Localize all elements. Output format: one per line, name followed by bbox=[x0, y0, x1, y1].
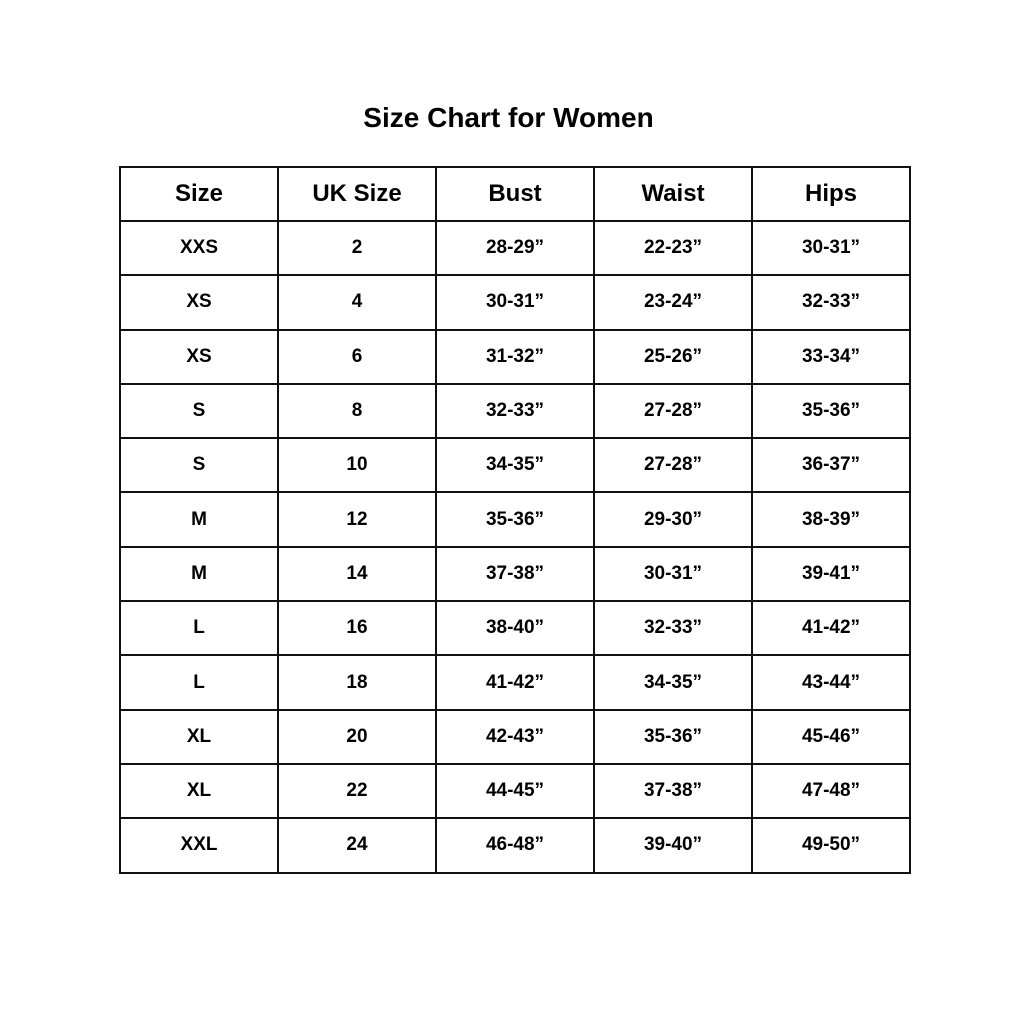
cell-waist: 30-31” bbox=[593, 545, 753, 603]
cell-uk-size: 16 bbox=[277, 600, 437, 657]
cell-uk-size: 22 bbox=[277, 762, 437, 820]
cell-uk-size: 14 bbox=[277, 545, 437, 603]
table-row: M 14 37-38” 30-31” 39-41” bbox=[119, 545, 911, 603]
cell-waist: 37-38” bbox=[593, 762, 753, 820]
cell-hips: 38-39” bbox=[751, 491, 911, 548]
cell-waist: 27-28” bbox=[593, 382, 753, 440]
cell-size: S bbox=[119, 382, 279, 440]
cell-size: XXL bbox=[119, 817, 279, 874]
cell-waist: 32-33” bbox=[593, 600, 753, 657]
column-header-uk-size: UK Size bbox=[277, 166, 437, 222]
table-row: XL 22 44-45” 37-38” 47-48” bbox=[119, 762, 911, 820]
cell-uk-size: 6 bbox=[277, 328, 437, 385]
cell-waist: 25-26” bbox=[593, 328, 753, 385]
cell-hips: 30-31” bbox=[751, 219, 911, 277]
cell-size: XS bbox=[119, 328, 279, 385]
cell-waist: 23-24” bbox=[593, 274, 753, 331]
cell-hips: 39-41” bbox=[751, 545, 911, 603]
cell-size: S bbox=[119, 437, 279, 494]
cell-hips: 45-46” bbox=[751, 708, 911, 765]
cell-size: XS bbox=[119, 274, 279, 331]
cell-bust: 46-48” bbox=[435, 817, 595, 874]
cell-bust: 42-43” bbox=[435, 708, 595, 765]
cell-bust: 37-38” bbox=[435, 545, 595, 603]
cell-waist: 34-35” bbox=[593, 654, 753, 711]
cell-bust: 30-31” bbox=[435, 274, 595, 331]
cell-uk-size: 20 bbox=[277, 708, 437, 765]
column-header-waist: Waist bbox=[593, 166, 753, 222]
cell-hips: 32-33” bbox=[751, 274, 911, 331]
column-header-size: Size bbox=[119, 166, 279, 222]
cell-waist: 29-30” bbox=[593, 491, 753, 548]
cell-bust: 28-29” bbox=[435, 219, 595, 277]
cell-uk-size: 12 bbox=[277, 491, 437, 548]
cell-hips: 41-42” bbox=[751, 600, 911, 657]
cell-waist: 35-36” bbox=[593, 708, 753, 765]
column-header-hips: Hips bbox=[751, 166, 911, 222]
cell-bust: 44-45” bbox=[435, 762, 595, 820]
cell-size: XL bbox=[119, 708, 279, 765]
header-row: Size UK Size Bust Waist Hips bbox=[119, 166, 911, 222]
size-chart-table: Size UK Size Bust Waist Hips XXS 2 28-29” 22-23… bbox=[119, 166, 911, 874]
table-row: XS 6 31-32” 25-26” 33-34” bbox=[119, 328, 911, 385]
cell-hips: 43-44” bbox=[751, 654, 911, 711]
cell-hips: 47-48” bbox=[751, 762, 911, 820]
cell-bust: 32-33” bbox=[435, 382, 595, 440]
table-row: S 10 34-35” 27-28” 36-37” bbox=[119, 437, 911, 494]
page-title: Size Chart for Women bbox=[363, 102, 654, 133]
cell-uk-size: 10 bbox=[277, 437, 437, 494]
cell-bust: 34-35” bbox=[435, 437, 595, 494]
cell-uk-size: 24 bbox=[277, 817, 437, 874]
table-row: L 16 38-40” 32-33” 41-42” bbox=[119, 600, 911, 657]
cell-size: XL bbox=[119, 762, 279, 820]
table-row: L 18 41-42” 34-35” 43-44” bbox=[119, 654, 911, 711]
cell-size: XXS bbox=[119, 219, 279, 277]
column-header-bust: Bust bbox=[435, 166, 595, 222]
cell-uk-size: 4 bbox=[277, 274, 437, 331]
cell-size: M bbox=[119, 491, 279, 548]
cell-hips: 33-34” bbox=[751, 328, 911, 385]
cell-uk-size: 18 bbox=[277, 654, 437, 711]
table-row: XXS 2 28-29” 22-23” 30-31” bbox=[119, 219, 911, 277]
table-row: XS 4 30-31” 23-24” 32-33” bbox=[119, 274, 911, 331]
cell-waist: 22-23” bbox=[593, 219, 753, 277]
cell-bust: 31-32” bbox=[435, 328, 595, 385]
table-row: M 12 35-36” 29-30” 38-39” bbox=[119, 491, 911, 548]
cell-bust: 41-42” bbox=[435, 654, 595, 711]
cell-size: L bbox=[119, 600, 279, 657]
cell-waist: 39-40” bbox=[593, 817, 753, 874]
table-row: S 8 32-33” 27-28” 35-36” bbox=[119, 382, 911, 440]
table-row: XXL 24 46-48” 39-40” 49-50” bbox=[119, 817, 911, 874]
cell-size: L bbox=[119, 654, 279, 711]
cell-hips: 36-37” bbox=[751, 437, 911, 494]
cell-uk-size: 8 bbox=[277, 382, 437, 440]
table-body: XXS 2 28-29” 22-23” 30-31” XS 4 30-31” 23-24” 32-… bbox=[119, 219, 911, 874]
cell-hips: 49-50” bbox=[751, 817, 911, 874]
cell-uk-size: 2 bbox=[277, 219, 437, 277]
cell-hips: 35-36” bbox=[751, 382, 911, 440]
cell-bust: 35-36” bbox=[435, 491, 595, 548]
cell-waist: 27-28” bbox=[593, 437, 753, 494]
cell-size: M bbox=[119, 545, 279, 603]
table-row: XL 20 42-43” 35-36” 45-46” bbox=[119, 708, 911, 765]
cell-bust: 38-40” bbox=[435, 600, 595, 657]
